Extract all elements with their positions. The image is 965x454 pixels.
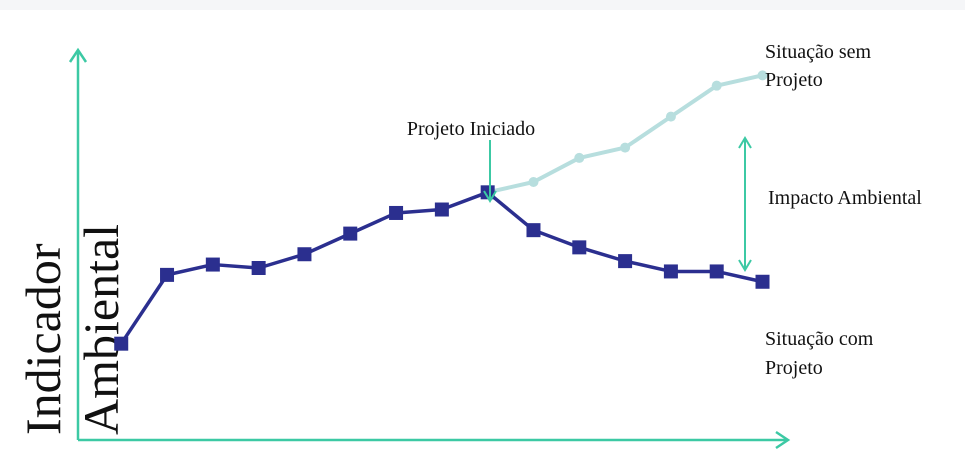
with-project-point [709,264,724,279]
y-axis-label-line-2: Ambiental [73,224,129,435]
with-project-point [160,267,175,282]
project-start-arrowhead [483,190,497,203]
impact-arrowhead-top [738,136,752,149]
without-project-point [528,177,539,187]
with-project-point [389,205,404,220]
without-project-point [620,142,631,153]
series-layer [114,70,770,351]
with-project-point [434,202,449,217]
axes [68,47,791,450]
with-project-point [618,254,633,269]
x-axis-arrowhead [775,430,791,450]
with-project-series [114,185,770,351]
without-project-point [711,80,722,91]
impact-arrowhead-bottom [738,259,752,272]
without-project-point [665,111,676,122]
without-project-label-line-1: Situação sem [765,41,872,63]
with-project-point [205,257,220,272]
impact-label: Impacto Ambiental [768,187,922,209]
without-project-point [574,152,585,163]
with-project-point [572,240,587,255]
y-axis-arrowhead [68,47,88,63]
with-project-label-line-2: Projeto [765,357,823,379]
with-project-point [526,223,541,238]
without-project-label-line-2: Projeto [765,69,823,91]
top-band [0,0,965,10]
with-project-point [663,264,678,279]
with-project-point [755,274,770,289]
without-project-series [482,70,768,198]
with-project-point [114,336,129,351]
project-start-label: Projeto Iniciado [407,118,535,140]
without-project-point [757,70,768,81]
with-project-point [297,247,312,262]
with-project-label-line-1: Situação com [765,328,874,350]
y-axis-label-line-1: Indicador [15,243,71,435]
with-project-point [251,261,266,275]
annotations: Projeto Iniciado Impacto Ambiental Situa… [407,41,922,379]
with-project-point [480,185,495,200]
y-axis-label: Indicador Ambiental [15,224,129,435]
with-project-point [343,226,358,241]
